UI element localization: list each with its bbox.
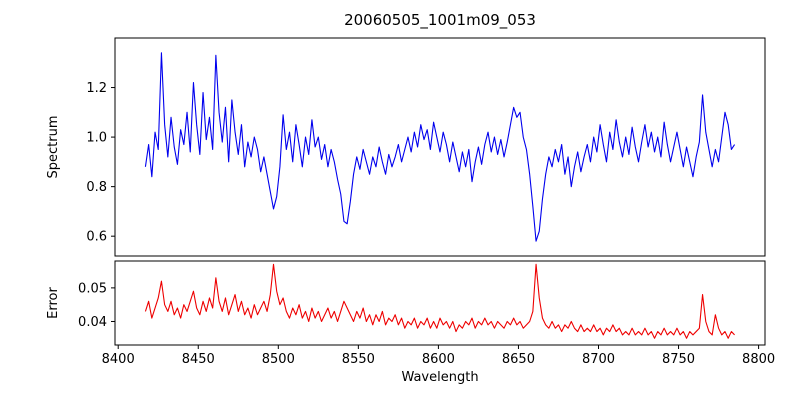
x-tick-label: 8750 — [662, 352, 695, 367]
y-tick-label: 1.2 — [86, 81, 107, 96]
error-axes-frame — [114, 260, 766, 346]
x-tick-label: 8650 — [502, 352, 535, 367]
error-line — [144, 263, 735, 339]
y-tick-label: 0.6 — [86, 230, 107, 245]
x-tick-label: 8550 — [342, 352, 375, 367]
x-tick-label: 8450 — [182, 352, 215, 367]
x-tick-label: 8400 — [102, 352, 135, 367]
x-tick-label: 8800 — [742, 352, 775, 367]
chart-title: 20060505_1001m09_053 — [344, 11, 536, 30]
spectrum-axes-frame — [114, 37, 766, 257]
x-axis-label: Wavelength — [401, 370, 478, 385]
error-subplot: 0.04 0.05 8400 8450 8500 8550 8600 8650 8700 8750… — [78, 260, 775, 367]
y-axis-label-error: Error — [46, 287, 61, 319]
y-tick-label: 0.04 — [78, 315, 107, 330]
x-tick-label: 8500 — [262, 352, 295, 367]
spectrum-subplot: 0.6 0.8 1.0 1.2 — [86, 37, 766, 257]
x-tick-label: 8700 — [582, 352, 615, 367]
x-tick-label: 8600 — [422, 352, 455, 367]
spectrum-line — [144, 52, 736, 242]
y-axis-label-spectrum: Spectrum — [46, 116, 61, 179]
y-tick-label: 0.05 — [78, 281, 107, 296]
y-tick-label: 1.0 — [86, 131, 107, 146]
y-tick-label: 0.8 — [86, 180, 107, 195]
